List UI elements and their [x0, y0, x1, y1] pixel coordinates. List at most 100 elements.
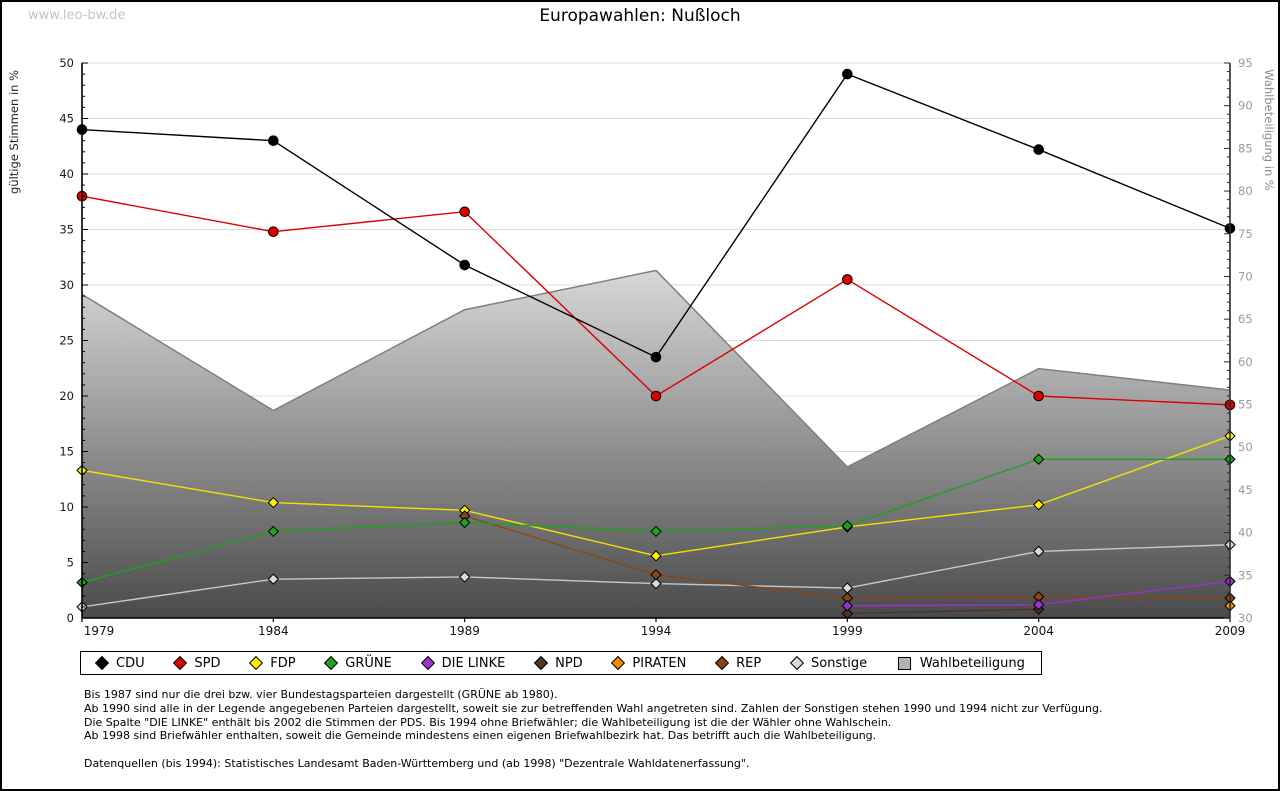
legend-item-cdu: CDU — [94, 655, 145, 671]
legend-item-wahlbeteiligung: Wahlbeteiligung — [897, 655, 1025, 671]
svg-text:1999: 1999 — [832, 624, 863, 638]
footnote-line: Die Spalte "DIE LINKE" enthält bis 2002 … — [84, 715, 892, 729]
legend-marker-icon — [420, 655, 435, 671]
watermark: www.leo-bw.de — [28, 8, 126, 23]
data-point — [842, 68, 853, 80]
svg-text:1994: 1994 — [641, 624, 672, 638]
legend-label: REP — [736, 655, 762, 671]
svg-text:25: 25 — [59, 334, 74, 348]
data-point — [268, 226, 279, 238]
data-point — [1033, 144, 1044, 155]
footnote-line: Datenquellen (bis 1994): Statistisches L… — [84, 756, 750, 770]
footnote-line: Bis 1987 sind nur die drei bzw. vier Bun… — [84, 688, 558, 701]
legend-label: Sonstige — [810, 655, 868, 671]
svg-text:95: 95 — [1238, 56, 1253, 70]
data-point — [842, 274, 853, 285]
data-point — [650, 351, 662, 363]
chart-legend: CDU SPD FDP GRÜNE DIE LINKE NPD PIRATEN REP Sons… — [80, 651, 1042, 675]
legend-item-npd: NPD — [534, 655, 583, 671]
svg-text:35: 35 — [59, 223, 74, 237]
series-grüne — [76, 453, 1236, 589]
svg-text:10: 10 — [59, 500, 74, 514]
svg-text:55: 55 — [1238, 398, 1253, 412]
svg-text:1989: 1989 — [449, 624, 480, 638]
svg-text:80: 80 — [1238, 184, 1253, 198]
data-point — [459, 259, 470, 271]
svg-text:50: 50 — [1238, 440, 1253, 454]
legend-marker-icon — [897, 656, 911, 670]
right-axis-title: Wahlbeteiligung in % — [1262, 69, 1276, 191]
legend-label: Wahlbeteiligung — [919, 655, 1025, 671]
svg-text:30: 30 — [59, 278, 74, 292]
legend-label: FDP — [270, 655, 296, 671]
footnote-line — [84, 743, 1214, 757]
left-axis-title: gültige Stimmen in % — [7, 70, 21, 194]
data-point — [1033, 390, 1044, 402]
axis-tick-labels: 0 5 10 15 20 25 30 35 40 45 50 30 35 40 45 50 55 60 65 70 75… — [7, 56, 1276, 638]
legend-item-spd: SPD — [173, 655, 221, 671]
legend-marker-icon — [94, 655, 110, 671]
data-point — [650, 550, 662, 562]
legend-item-rep: REP — [715, 655, 762, 671]
svg-text:5: 5 — [67, 556, 74, 570]
legend-label: GRÜNE — [345, 655, 392, 671]
footnotes: Bis 1987 sind nur die drei bzw. vier Bun… — [84, 688, 1214, 771]
svg-text:70: 70 — [1238, 269, 1253, 283]
data-point — [841, 600, 854, 612]
data-point — [650, 525, 662, 538]
svg-text:2004: 2004 — [1023, 624, 1054, 638]
legend-item-grüne: GRÜNE — [324, 655, 392, 671]
svg-text:0: 0 — [67, 611, 74, 625]
turnout-area — [82, 270, 1230, 618]
svg-text:45: 45 — [1238, 483, 1253, 497]
legend-marker-icon — [611, 655, 626, 671]
svg-text:60: 60 — [1238, 355, 1253, 369]
legend-item-sonstige: Sonstige — [789, 655, 868, 671]
legend-label: SPD — [194, 655, 221, 671]
legend-marker-icon — [789, 655, 805, 671]
svg-text:75: 75 — [1238, 227, 1253, 241]
legend-label: CDU — [116, 655, 145, 671]
data-point — [650, 569, 662, 581]
legend-marker-icon — [534, 655, 549, 671]
svg-text:30: 30 — [1238, 611, 1253, 625]
svg-text:90: 90 — [1238, 99, 1253, 113]
data-point — [458, 516, 471, 529]
svg-text:2009: 2009 — [1215, 624, 1246, 638]
legend-label: NPD — [555, 655, 583, 671]
data-point — [267, 525, 280, 538]
svg-text:65: 65 — [1238, 312, 1253, 326]
footnote-line: Ab 1998 sind Briefwähler enthalten, sowe… — [84, 729, 877, 743]
svg-text:15: 15 — [59, 445, 74, 459]
svg-text:45: 45 — [59, 112, 74, 126]
data-point — [841, 520, 854, 532]
svg-text:40: 40 — [59, 167, 74, 181]
legend-item-die-linke: DIE LINKE — [420, 655, 506, 671]
data-point — [267, 573, 280, 585]
legend-marker-icon — [173, 655, 188, 671]
legend-label: DIE LINKE — [441, 655, 506, 671]
legend-marker-icon — [249, 655, 264, 671]
data-point — [650, 577, 662, 590]
chart-title: Europawahlen: Nußloch — [539, 6, 741, 26]
data-point — [1032, 545, 1045, 558]
svg-text:35: 35 — [1238, 568, 1253, 582]
svg-text:1979: 1979 — [84, 624, 115, 638]
legend-marker-icon — [715, 655, 730, 671]
data-point — [1032, 499, 1045, 511]
svg-text:1984: 1984 — [258, 624, 289, 638]
legend-label: PIRATEN — [632, 655, 687, 671]
series-cdu — [76, 68, 1236, 363]
data-point — [1032, 453, 1045, 465]
data-point — [1032, 598, 1045, 611]
data-point — [267, 496, 280, 509]
svg-text:85: 85 — [1238, 141, 1253, 155]
svg-text:50: 50 — [59, 56, 74, 70]
data-point — [459, 206, 470, 218]
footnote-line: Ab 1990 sind alle in der Legende angegeb… — [84, 701, 1103, 715]
series-spd — [76, 190, 1236, 411]
svg-text:40: 40 — [1238, 526, 1253, 540]
svg-text:20: 20 — [59, 389, 74, 403]
data-point — [268, 135, 279, 146]
